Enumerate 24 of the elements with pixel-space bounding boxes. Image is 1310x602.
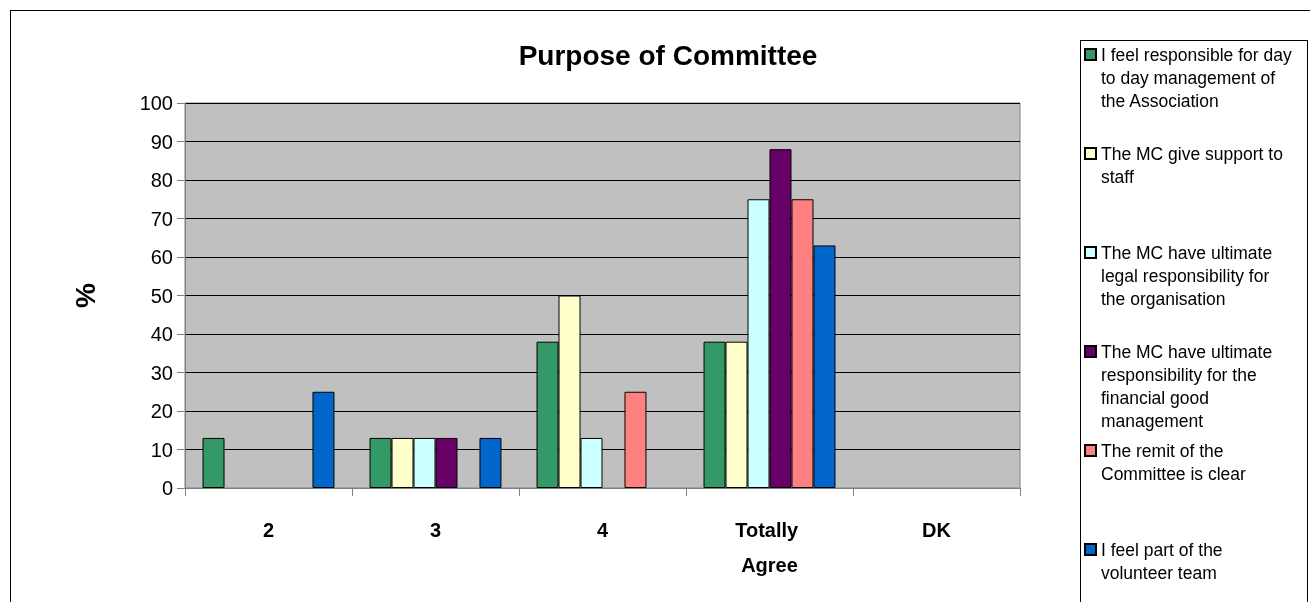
y-tick-label: 100 <box>139 92 173 114</box>
legend-label: The MC have ultimate responsibility for the financial good management <box>1101 341 1273 431</box>
y-tick-label: 80 <box>150 169 173 191</box>
y-tick-label: 60 <box>150 246 173 268</box>
x-tick-label: 2 <box>262 518 275 541</box>
legend-label: The MC give support to staff <box>1101 143 1283 187</box>
y-tick-label: 10 <box>150 438 173 461</box>
legend-label: The MC have ultimate legal responsibility for the organisation <box>1101 242 1273 309</box>
legend-label: I feel responsible for day to day management of the Association <box>1101 44 1292 111</box>
x-tick-label: Totally Agree <box>735 518 804 576</box>
chart-title: Purpose of Committee <box>518 39 818 71</box>
y-tick-label: 90 <box>150 130 173 153</box>
y-tick-label: 20 <box>150 400 173 422</box>
y-tick-label: 70 <box>150 207 173 230</box>
y-axis-title: % <box>69 282 101 308</box>
y-tick-label: 40 <box>150 323 173 345</box>
x-tick-label: DK <box>922 518 952 541</box>
legend-label: I feel part of the volunteer team <box>1101 539 1223 583</box>
x-tick-label: 3 <box>429 518 442 541</box>
y-tick-label: 50 <box>150 284 173 307</box>
y-tick-label: 30 <box>150 361 173 384</box>
y-tick-label: 0 <box>161 477 173 499</box>
legend-label: The remit of the Committee is clear <box>1101 440 1247 484</box>
x-tick-label: 4 <box>596 518 609 541</box>
